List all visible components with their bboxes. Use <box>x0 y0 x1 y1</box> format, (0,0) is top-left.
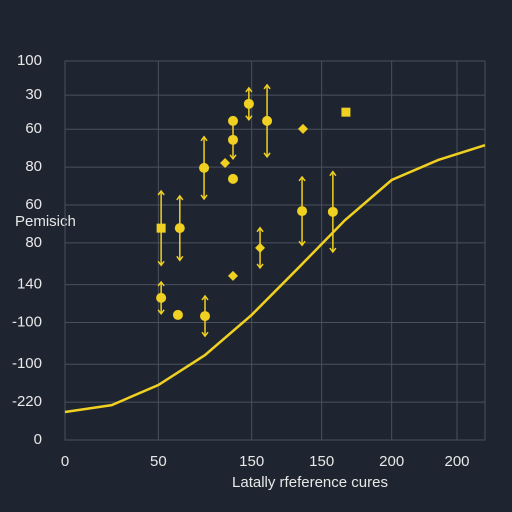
y-tick-label: -100 <box>12 313 42 330</box>
y-tick-label: -100 <box>12 355 42 372</box>
point <box>200 311 210 322</box>
x-tick-label: 150 <box>309 453 334 470</box>
error-cap <box>245 86 253 121</box>
error-cap <box>229 119 237 161</box>
y-tick-label: 30 <box>25 86 42 103</box>
x-tick-label: 200 <box>444 453 469 470</box>
point <box>220 157 231 168</box>
y-tick-label: 60 <box>25 120 42 137</box>
error-cap <box>329 170 337 254</box>
y-tick-label: 100 <box>17 52 42 69</box>
error-cap <box>157 189 165 267</box>
y-tick-label: 80 <box>25 158 42 175</box>
point <box>156 223 166 233</box>
x-tick-label: 50 <box>150 453 167 470</box>
point <box>255 242 266 253</box>
error-cap <box>200 135 208 201</box>
x-tick-label: 0 <box>61 453 69 470</box>
point <box>228 134 238 145</box>
point <box>228 270 238 281</box>
point <box>156 292 167 303</box>
error-cap <box>263 83 271 159</box>
reference-curve <box>64 143 486 414</box>
y-tick-label: -220 <box>12 393 42 410</box>
y-tick-label: 80 <box>25 234 42 251</box>
point <box>297 206 308 217</box>
y-axis-label: Pemisich <box>15 213 76 230</box>
error-cap <box>157 280 165 316</box>
point <box>298 123 308 134</box>
plot-frame <box>64 60 486 441</box>
y-tick-label: 60 <box>25 196 42 213</box>
point <box>341 107 351 117</box>
x-tick-label: 200 <box>379 453 404 470</box>
point <box>262 115 273 126</box>
error-cap <box>176 194 184 262</box>
error-cap <box>201 294 209 338</box>
point <box>172 309 183 320</box>
point <box>327 206 338 217</box>
point <box>228 173 238 184</box>
y-tick-label: 0 <box>34 431 42 448</box>
point <box>174 223 185 234</box>
error-cap <box>298 175 306 247</box>
y-tick-label: 140 <box>17 276 42 293</box>
point <box>243 98 254 109</box>
error-cap <box>256 226 264 270</box>
x-tick-label: 150 <box>239 453 264 470</box>
x-axis-label: Latally rfeference cures <box>232 474 388 491</box>
point <box>199 162 210 173</box>
